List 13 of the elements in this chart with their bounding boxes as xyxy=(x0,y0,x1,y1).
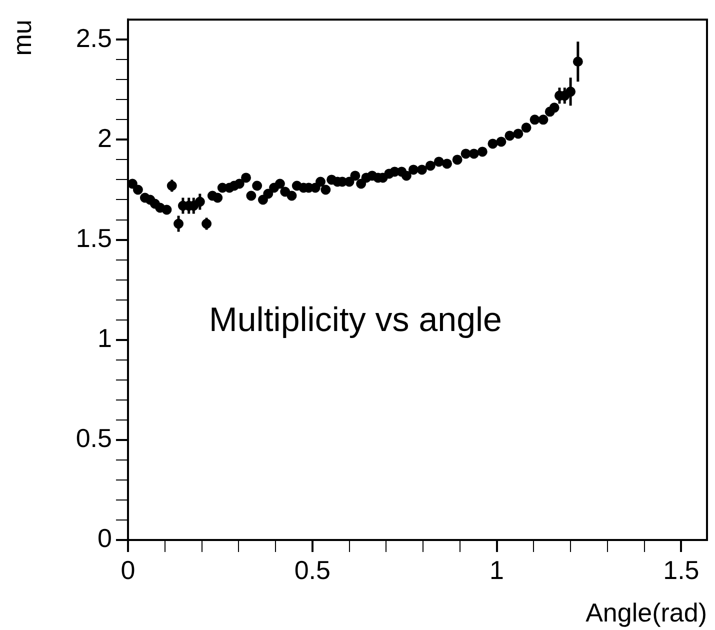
x-tick-label: 1 xyxy=(490,554,504,585)
annotation: Multiplicity vs angle xyxy=(209,300,502,339)
x-tick-label: 0 xyxy=(120,554,136,585)
y-tick-label: 1 xyxy=(98,323,112,354)
x-tick-label: 1.5 xyxy=(663,554,700,585)
y-tick-label: 0.5 xyxy=(76,423,112,454)
x-axis-title: Angle(rad) xyxy=(586,598,707,628)
y-tick-label: 2 xyxy=(98,122,112,153)
x-tick-label: 0.5 xyxy=(294,554,330,585)
y-tick-label: 1.5 xyxy=(76,222,112,253)
y-axis-title: mu xyxy=(6,20,37,56)
y-tick-label: 2.5 xyxy=(76,22,112,53)
y-tick-label: 0 xyxy=(98,523,112,554)
